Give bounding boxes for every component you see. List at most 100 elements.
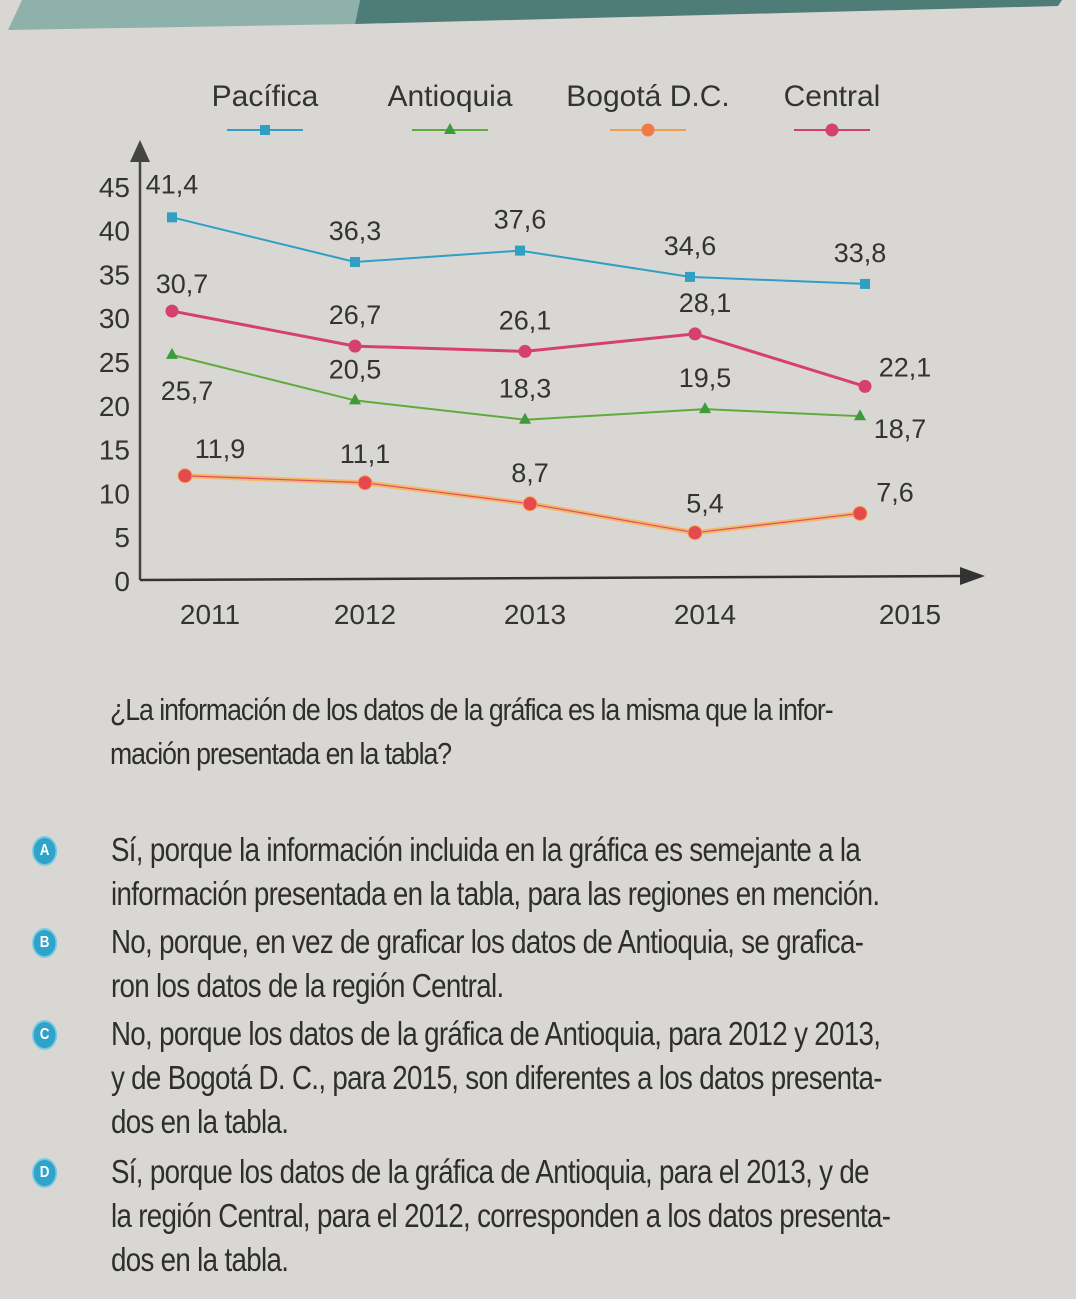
question-text: ¿La información de los datos de la gráfi… xyxy=(110,688,1056,776)
data-point-square-icon xyxy=(350,257,360,268)
series-central xyxy=(165,304,872,393)
x-tick-label: 2012 xyxy=(334,599,396,630)
y-tick-label: 5 xyxy=(114,522,130,553)
data-point-triangle-icon xyxy=(519,412,531,424)
y-axis-arrow-icon xyxy=(130,140,150,162)
series-group xyxy=(165,212,872,541)
y-tick-label: 45 xyxy=(99,172,130,203)
legend-label: Central xyxy=(784,80,881,113)
option-line: No, porque los datos de la gráfica de An… xyxy=(110,1015,881,1052)
data-label: 8,7 xyxy=(511,458,549,488)
option-line: Sí, porque la información incluida en la… xyxy=(110,831,861,868)
data-point-square-icon xyxy=(685,271,695,282)
x-tick-label: 2015 xyxy=(879,599,941,630)
option-badge-a[interactable]: A xyxy=(32,836,58,866)
data-point-circle-icon xyxy=(688,526,702,540)
option-badge-c[interactable]: C xyxy=(32,1020,58,1050)
legend-marker-circle-icon xyxy=(825,123,839,137)
option-line: dos en la tabla. xyxy=(110,1241,289,1278)
legend-item: Pacífica xyxy=(212,80,319,135)
data-point-square-icon xyxy=(860,278,870,289)
data-label: 22,1 xyxy=(879,352,932,382)
data-point-circle-icon xyxy=(688,327,702,341)
option-text-c: No, porque los datos de la gráfica de An… xyxy=(111,1012,1069,1144)
data-label: 30,7 xyxy=(156,269,209,299)
y-tick-label: 40 xyxy=(99,216,130,247)
legend-marker-triangle-icon xyxy=(444,123,456,134)
data-point-triangle-icon xyxy=(699,402,711,414)
x-tick-label: 2011 xyxy=(180,599,240,630)
y-tick-label: 10 xyxy=(99,478,130,509)
option-line: la región Central, para el 2012, corresp… xyxy=(110,1197,891,1234)
data-label: 28,1 xyxy=(679,288,732,318)
data-label: 11,1 xyxy=(340,439,391,469)
data-label: 18,3 xyxy=(499,374,552,404)
option-a[interactable]: A Sí, porque la información incluida en … xyxy=(32,828,1040,916)
data-label: 26,1 xyxy=(499,305,552,335)
option-line: Sí, porque los datos de la gráfica de An… xyxy=(110,1153,870,1190)
option-line: dos en la tabla. xyxy=(110,1103,289,1140)
data-label: 33,8 xyxy=(834,238,887,268)
data-point-square-icon xyxy=(515,245,525,256)
y-tick-label: 30 xyxy=(99,303,130,334)
data-point-circle-icon xyxy=(858,379,872,393)
legend-label: Bogotá D.C. xyxy=(566,80,729,113)
series-pac-fica xyxy=(167,212,870,289)
data-point-circle-icon xyxy=(348,339,362,353)
legend: Pacífica Antioquia Bogotá D.C. Central xyxy=(212,80,881,137)
legend-marker-square-icon xyxy=(260,125,270,135)
x-tick-label: 2014 xyxy=(674,599,736,630)
option-d[interactable]: D Sí, porque los datos de la gráfica de … xyxy=(32,1150,1040,1282)
legend-label: Pacífica xyxy=(212,80,319,113)
data-point-triangle-icon xyxy=(854,409,866,421)
data-label: 5,4 xyxy=(686,489,724,519)
question-line: mación presentada en la tabla? xyxy=(110,736,452,771)
legend-item: Central xyxy=(784,80,881,137)
y-tick-label: 35 xyxy=(99,259,130,290)
legend-label: Antioquia xyxy=(387,80,512,113)
option-badge-d[interactable]: D xyxy=(32,1158,58,1188)
legend-item: Antioquia xyxy=(387,80,513,134)
y-tick-label: 25 xyxy=(99,347,130,378)
y-tick-label: 15 xyxy=(99,435,130,466)
y-tick-label: 0 xyxy=(114,566,130,597)
option-text-d: Sí, porque los datos de la gráfica de An… xyxy=(111,1150,1069,1282)
data-point-circle-icon xyxy=(178,469,192,483)
data-point-triangle-icon xyxy=(166,347,178,359)
option-b[interactable]: B No, porque, en vez de graficar los dat… xyxy=(32,920,1040,1008)
data-label: 20,5 xyxy=(329,354,382,384)
data-label: 36,3 xyxy=(329,216,382,246)
data-label: 19,5 xyxy=(679,363,732,393)
data-point-square-icon xyxy=(167,212,177,223)
option-text-a: Sí, porque la información incluida en la… xyxy=(111,828,1069,916)
option-line: y de Bogotá D. C., para 2015, son difere… xyxy=(110,1059,882,1096)
x-axis-line xyxy=(139,574,966,582)
x-tick-label: 2013 xyxy=(504,599,566,630)
line-chart: Pacífica Antioquia Bogotá D.C. Central 0 5 10… xyxy=(99,80,985,630)
axes: 0 5 10 15 20 25 30 35 40 45 2011 2012 2013 2014 2015 xyxy=(99,140,985,630)
data-label: 26,7 xyxy=(329,300,382,330)
data-point-circle-icon xyxy=(518,344,532,358)
header-band-light xyxy=(8,0,360,30)
legend-marker-circle-icon xyxy=(641,123,655,137)
data-labels: 41,4 36,3 37,6 34,6 33,8 25,7 20,5 18,3 19,5 18,7… xyxy=(146,169,932,518)
data-label: 7,6 xyxy=(876,477,914,507)
y-tick-label: 20 xyxy=(99,391,130,422)
question-line: ¿La información de los datos de la gráfi… xyxy=(110,692,834,727)
data-label: 25,7 xyxy=(161,376,214,406)
option-line: información presentada en la tabla, para… xyxy=(110,875,880,912)
x-axis-arrow-icon xyxy=(960,567,985,585)
data-point-circle-icon xyxy=(853,506,867,520)
option-line: No, porque, en vez de graficar los datos… xyxy=(110,923,864,960)
option-badge-b[interactable]: B xyxy=(32,928,58,958)
data-label: 34,6 xyxy=(664,231,717,261)
data-point-circle-icon xyxy=(165,304,179,318)
data-label: 41,4 xyxy=(146,169,199,199)
data-label: 11,9 xyxy=(195,434,246,464)
data-point-circle-icon xyxy=(358,476,372,490)
option-c[interactable]: C No, porque los datos de la gráfica de … xyxy=(32,1012,1040,1144)
series-bogot-d-c xyxy=(177,468,868,541)
header-band xyxy=(8,0,1062,30)
series-antioquia xyxy=(166,347,866,424)
data-point-triangle-icon xyxy=(349,393,361,405)
